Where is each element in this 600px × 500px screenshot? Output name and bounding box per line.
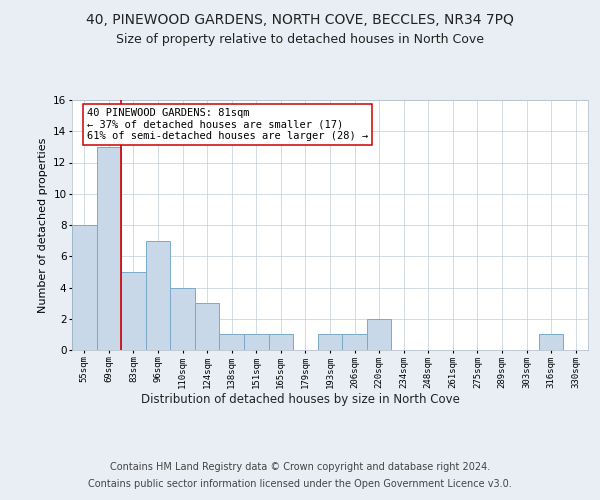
Bar	[72, 225, 97, 350]
Bar	[220, 334, 244, 350]
Bar	[539, 334, 563, 350]
Bar	[170, 288, 195, 350]
Bar	[97, 147, 121, 350]
Bar	[195, 303, 220, 350]
Text: 40 PINEWOOD GARDENS: 81sqm
← 37% of detached houses are smaller (17)
61% of semi: 40 PINEWOOD GARDENS: 81sqm ← 37% of deta…	[87, 108, 368, 141]
Y-axis label: Number of detached properties: Number of detached properties	[38, 138, 47, 312]
Bar	[342, 334, 367, 350]
Text: Size of property relative to detached houses in North Cove: Size of property relative to detached ho…	[116, 32, 484, 46]
Bar	[367, 319, 391, 350]
Text: Contains public sector information licensed under the Open Government Licence v3: Contains public sector information licen…	[88, 479, 512, 489]
Bar	[318, 334, 342, 350]
Bar	[244, 334, 269, 350]
Text: Distribution of detached houses by size in North Cove: Distribution of detached houses by size …	[140, 392, 460, 406]
Bar	[146, 240, 170, 350]
Text: 40, PINEWOOD GARDENS, NORTH COVE, BECCLES, NR34 7PQ: 40, PINEWOOD GARDENS, NORTH COVE, BECCLE…	[86, 12, 514, 26]
Text: Contains HM Land Registry data © Crown copyright and database right 2024.: Contains HM Land Registry data © Crown c…	[110, 462, 490, 472]
Bar	[121, 272, 146, 350]
Bar	[269, 334, 293, 350]
